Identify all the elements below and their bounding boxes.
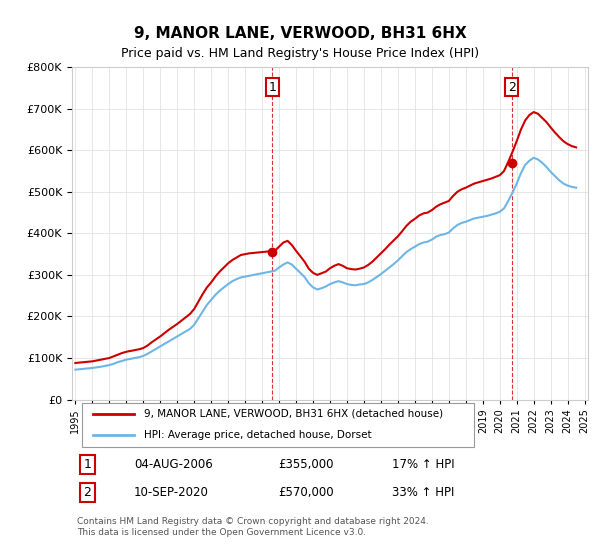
Text: 2: 2 [83, 486, 91, 499]
Text: 9, MANOR LANE, VERWOOD, BH31 6HX: 9, MANOR LANE, VERWOOD, BH31 6HX [134, 26, 466, 41]
Text: 10-SEP-2020: 10-SEP-2020 [134, 486, 209, 499]
Text: 1: 1 [268, 81, 276, 94]
Text: 9, MANOR LANE, VERWOOD, BH31 6HX (detached house): 9, MANOR LANE, VERWOOD, BH31 6HX (detach… [144, 409, 443, 419]
Text: 2: 2 [508, 81, 515, 94]
Text: £570,000: £570,000 [278, 486, 334, 499]
Text: Contains HM Land Registry data © Crown copyright and database right 2024.
This d: Contains HM Land Registry data © Crown c… [77, 517, 429, 536]
Text: 33% ↑ HPI: 33% ↑ HPI [392, 486, 454, 499]
Text: 17% ↑ HPI: 17% ↑ HPI [392, 458, 455, 470]
Text: 1: 1 [83, 458, 91, 470]
FancyBboxPatch shape [82, 403, 475, 446]
Text: HPI: Average price, detached house, Dorset: HPI: Average price, detached house, Dors… [144, 430, 372, 440]
Text: Price paid vs. HM Land Registry's House Price Index (HPI): Price paid vs. HM Land Registry's House … [121, 46, 479, 60]
Text: £355,000: £355,000 [278, 458, 334, 470]
Text: 04-AUG-2006: 04-AUG-2006 [134, 458, 212, 470]
